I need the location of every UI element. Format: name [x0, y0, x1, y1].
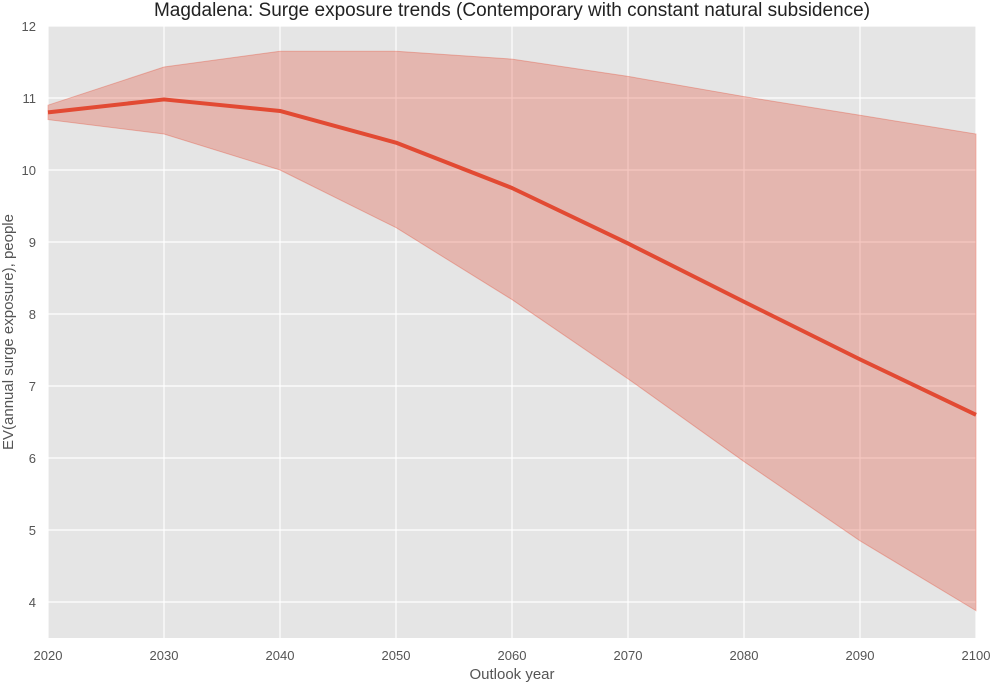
x-tick-label: 2100: [962, 648, 991, 663]
x-tick-label: 2020: [34, 648, 63, 663]
chart-title: Magdalena: Surge exposure trends (Contem…: [154, 0, 870, 21]
y-axis-label: EV(annual surge exposure), people: [0, 214, 17, 450]
confidence-band-layer: [47, 50, 977, 612]
x-tick-label: 2080: [730, 648, 759, 663]
y-tick-label: 4: [29, 595, 36, 610]
y-tick-label: 10: [22, 163, 36, 178]
x-tick-label: 2060: [498, 648, 527, 663]
y-tick-label: 8: [29, 307, 36, 322]
x-tick-label: 2070: [614, 648, 643, 663]
y-tick-label: 9: [29, 235, 36, 250]
y-tick-labels: 4 5 6 7 8 9 10 11 12: [22, 19, 36, 610]
series-line-layer: [47, 97, 977, 417]
y-tick-label: 6: [29, 451, 36, 466]
y-tick-label: 12: [22, 19, 36, 34]
x-tick-label: 2040: [266, 648, 295, 663]
y-tick-label: 7: [29, 379, 36, 394]
grid-lines: [47, 25, 977, 638]
x-tick-label: 2090: [846, 648, 875, 663]
y-tick-label: 11: [23, 91, 37, 106]
x-tick-labels: 2020 2030 2040 2050 2060 2070 2080 2090 2100: [34, 648, 991, 663]
x-tick-label: 2050: [382, 648, 411, 663]
confidence-band: [47, 50, 977, 612]
x-tick-label: 2030: [150, 648, 179, 663]
y-tick-label: 5: [29, 523, 36, 538]
series-line: [47, 97, 977, 417]
x-axis-label: Outlook year: [469, 666, 554, 683]
